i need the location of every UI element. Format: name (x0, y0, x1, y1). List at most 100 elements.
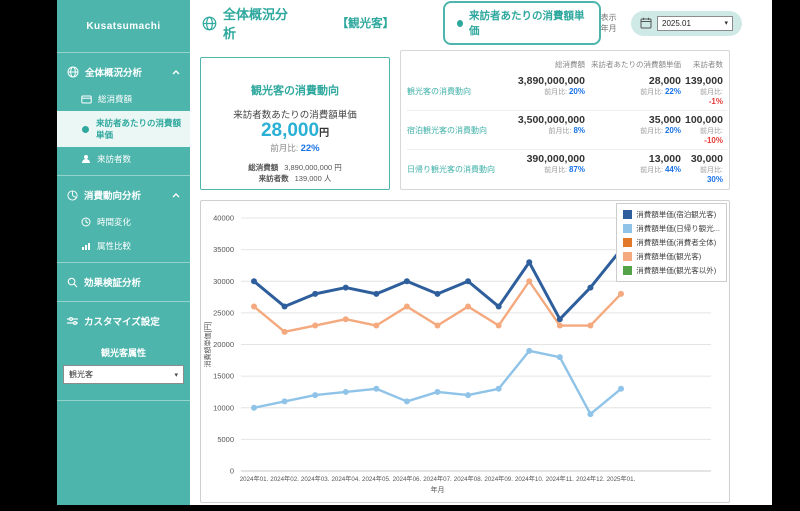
svg-text:35000: 35000 (213, 245, 234, 254)
metrics-table: 総消費額 来訪者あたりの消費額単価 来訪者数 観光客の消費動向 3,890,00… (407, 55, 727, 188)
summary-detail-value: 3,890,000,000 円 (284, 162, 342, 172)
legend-item[interactable]: 消費額単価(観光客) (623, 251, 720, 262)
chevron-down-icon: ▾ (174, 371, 178, 379)
cell-value: 139,000 (685, 75, 723, 87)
line-chart: 0 5000 10000 15000 20000 25000 30000 35000 40000… (203, 214, 711, 494)
dot-icon (456, 19, 464, 27)
tourist-attribute-select[interactable]: 観光客 ▾ (63, 365, 184, 384)
metrics-table-card: 総消費額 来訪者あたりの消費額単価 来訪者数 観光客の消費動向 3,890,00… (400, 50, 730, 190)
month-control-group: 表示年月 2025.01 ▾ (600, 10, 742, 36)
column-header: 来訪者数 (692, 60, 723, 69)
summary-metric-value: 28,000円 (201, 120, 389, 142)
cell-value: 390,000,000 (526, 153, 585, 165)
table-cell: 100,000 前月比: -10% (683, 111, 727, 150)
legend-label: 消費額単価(日帰り観光... (636, 224, 720, 233)
summary-value-unit: 円 (319, 128, 330, 139)
chevron-up-icon[interactable] (172, 192, 180, 198)
tourist-attribute-label: 観光客属性 (100, 348, 146, 358)
mom-value: 30% (706, 175, 723, 184)
sidebar-item-visitor-count[interactable]: 来訪者数 (57, 147, 190, 171)
svg-text:25000: 25000 (213, 308, 234, 317)
svg-text:10000: 10000 (213, 403, 234, 412)
summary-card: 観光客の消費動向 来訪者数あたりの消費額単価 28,000円 前月比: 22% … (200, 57, 390, 190)
svg-text:消費額単価[円]: 消費額単価[円] (203, 322, 212, 368)
table-cell: 28,000 前月比: 22% (587, 72, 683, 111)
svg-text:0: 0 (230, 467, 234, 476)
mom-label: 前月比: (700, 89, 723, 96)
legend-item[interactable]: 消費額単価(消費者全体) (623, 237, 720, 248)
sidebar-item-total-consumption[interactable]: 総消費額 (57, 87, 190, 111)
table-cell: 13,000 前月比: 44% (587, 150, 683, 188)
svg-text:20000: 20000 (213, 340, 234, 349)
mom-label: 前月比: (700, 128, 723, 135)
active-metric-button[interactable]: 来訪者あたりの消費額単価 (442, 1, 601, 45)
legend-swatch-icon (623, 266, 633, 275)
table-cell: 3,500,000,000 前月比: 8% (503, 111, 587, 150)
summary-detail-row: 来訪者数 139,000 人 (201, 173, 389, 184)
summary-detail-label: 来訪者数 (258, 174, 289, 184)
summary-detail-value: 139,000 人 (294, 174, 332, 184)
sidebar-item-label: 総消費額 (98, 94, 133, 104)
sidebar-item-overview-analysis[interactable]: 全体概況分析 (57, 57, 190, 87)
sidebar-item-time-change[interactable]: 時間変化 (57, 210, 190, 234)
mom-value: 20% (664, 126, 681, 135)
active-metric-label: 来訪者あたりの消費額単価 (469, 10, 585, 37)
summary-mom: 前月比: 22% (201, 142, 389, 154)
legend-item[interactable]: 消費額単価(観光客以外) (623, 265, 720, 276)
cell-value: 30,000 (690, 153, 723, 165)
legend-item[interactable]: 消費額単価(宿泊観光客) (623, 209, 720, 220)
magnifier-icon (67, 277, 78, 288)
content: 観光客の消費動向 来訪者数あたりの消費額単価 28,000円 前月比: 22% … (190, 46, 772, 505)
month-pill: 2025.01 ▾ (631, 10, 742, 36)
cell-value: 3,500,000,000 (517, 114, 585, 126)
svg-text:2024年08.: 2024年08. (454, 475, 483, 483)
svg-text:2024年02.: 2024年02. (270, 475, 299, 483)
legend-swatch-icon (623, 210, 633, 219)
legend-swatch-icon (623, 224, 633, 233)
month-select[interactable]: 2025.01 ▾ (657, 15, 733, 31)
legend-label: 消費額単価(観光客以外) (636, 266, 717, 275)
table-cell: 30,000 前月比: 30% (683, 150, 727, 188)
sidebar-item-customize-settings[interactable]: カスタマイズ設定 (57, 306, 190, 336)
mom-label: 前月比: (548, 128, 572, 135)
sidebar-item-consumption-trend-analysis[interactable]: 消費動向分析 (57, 180, 190, 210)
sidebar-item-effect-verification-analysis[interactable]: 効果検証分析 (57, 267, 190, 297)
summary-details: 総消費額 3,890,000,000 円 来訪者数 139,000 人 (201, 162, 389, 185)
legend-item[interactable]: 消費額単価(日帰り観光... (623, 223, 720, 234)
page-title-group: 全体概況分析 (202, 4, 295, 42)
svg-text:2024年09.: 2024年09. (484, 475, 513, 483)
mom-label: 前月比: (640, 167, 664, 174)
legend-label: 消費額単価(宿泊観光客) (636, 210, 717, 219)
mom-label: 前月比: (640, 89, 664, 96)
summary-detail-label: 総消費額 (248, 162, 279, 172)
sidebar-item-label: 属性比較 (97, 241, 132, 251)
column-header: 来訪者あたりの消費額単価 (591, 60, 681, 69)
svg-text:2024年03.: 2024年03. (301, 475, 330, 483)
chevron-up-icon[interactable] (172, 69, 180, 75)
mom-label: 前月比: (544, 89, 568, 96)
display-month-label: 表示年月 (600, 13, 617, 33)
svg-text:2024年01.: 2024年01. (240, 475, 269, 483)
sidebar-item-attribute-comparison[interactable]: 属性比較 (57, 234, 190, 258)
table-row-label: 宿泊観光客の消費動向 (407, 111, 503, 150)
legend-label: 消費額単価(消費者全体) (636, 238, 717, 247)
legend-swatch-icon (623, 252, 633, 261)
person-icon (81, 154, 91, 164)
svg-text:2024年05.: 2024年05. (362, 475, 391, 483)
sidebar-section-label: カスタマイズ設定 (84, 317, 160, 328)
calendar-icon (640, 17, 652, 29)
sidebar-section-overview: 全体概況分析 総消費額 来訪者あたりの消費額単価 (57, 53, 190, 176)
sliders-icon (67, 316, 78, 326)
cell-value: 13,000 (648, 153, 681, 165)
svg-text:2024年06.: 2024年06. (393, 475, 422, 483)
app-logo: Kusatsumachi (57, 0, 190, 53)
svg-text:5000: 5000 (217, 435, 234, 444)
svg-text:2024年12.: 2024年12. (576, 475, 605, 483)
sidebar-item-spend-per-visitor[interactable]: 来訪者あたりの消費額単価 (57, 111, 190, 147)
svg-text:40000: 40000 (213, 214, 234, 223)
summary-mom-value: 22% (300, 142, 320, 154)
sidebar-section-trend: 消費動向分析 時間変化 属性比較 (57, 176, 190, 263)
table-cell: 35,000 前月比: 20% (587, 111, 683, 150)
cell-value: 100,000 (685, 114, 723, 126)
